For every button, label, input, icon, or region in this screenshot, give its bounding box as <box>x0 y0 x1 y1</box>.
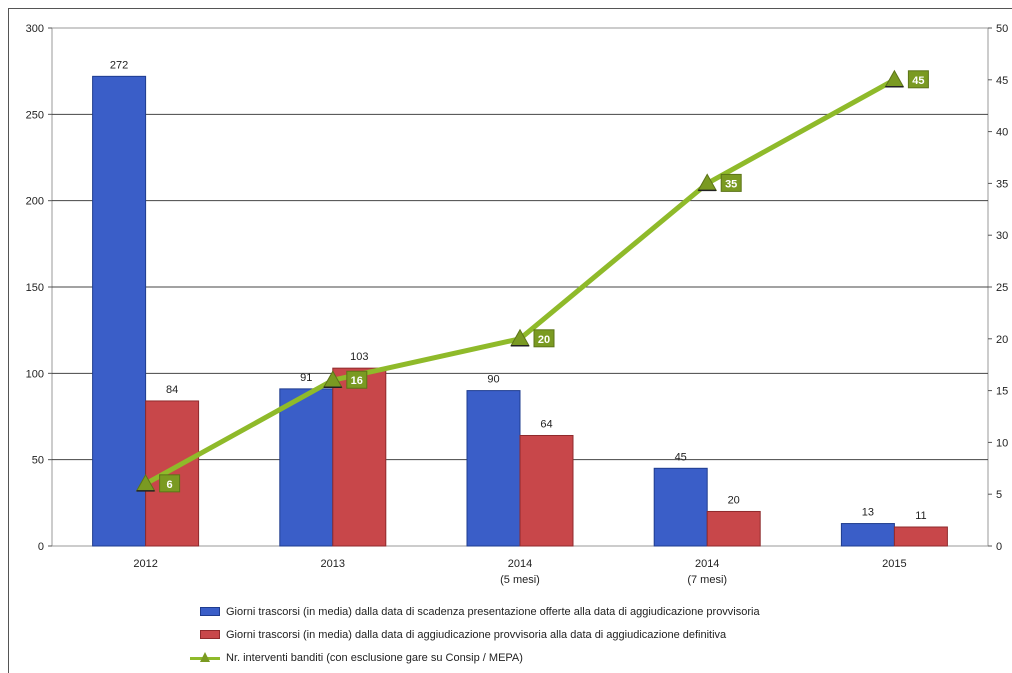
line-data-label: 45 <box>912 75 924 87</box>
line-marker <box>884 69 905 88</box>
y-right-tick-label: 50 <box>996 23 1008 35</box>
bar-data-label: 103 <box>350 351 368 363</box>
y-right-tick-label: 45 <box>996 75 1008 87</box>
legend-label-series-3: Nr. interventi banditi (con esclusione g… <box>226 651 523 664</box>
line-data-label-box <box>346 370 368 389</box>
bar-series-2 <box>519 434 574 547</box>
y-left-tick-label: 0 <box>38 541 44 553</box>
y-left-tick-label: 250 <box>26 109 44 121</box>
line-data-label: 20 <box>538 334 550 346</box>
bar-series-2 <box>706 510 761 547</box>
legend-item-series-1: Giorni trascorsi (in media) dalla data d… <box>200 600 760 623</box>
bar-data-label: 64 <box>540 418 552 430</box>
line-data-label: 6 <box>167 479 173 491</box>
y-left-tick-label: 200 <box>26 196 44 208</box>
y-right-tick-label: 0 <box>996 541 1002 553</box>
bar-series-1 <box>840 523 895 547</box>
bar-data-label: 45 <box>675 451 687 463</box>
legend-swatch-line <box>190 651 220 664</box>
bar-series-1 <box>653 467 708 547</box>
legend-swatch-blue <box>200 607 220 616</box>
x-tick-label: 2012 <box>133 558 157 570</box>
bar-data-label: 13 <box>862 507 874 519</box>
legend-swatch-red <box>200 630 220 639</box>
x-tick-label: 2014 <box>508 558 532 570</box>
x-tick-label: 2014 <box>695 558 719 570</box>
line-data-label-box <box>159 474 181 493</box>
bar-series-2 <box>893 526 948 547</box>
line-data-label-box <box>720 173 742 192</box>
bar-data-label: 84 <box>166 384 178 396</box>
x-tick-label-sub: (7 mesi) <box>687 574 727 586</box>
bar-data-label: 91 <box>300 372 312 384</box>
bar-series-1 <box>279 388 334 547</box>
y-right-tick-label: 10 <box>996 437 1008 449</box>
y-right-tick-label: 25 <box>996 282 1008 294</box>
y-right-tick-label: 30 <box>996 230 1008 242</box>
y-right-tick-label: 15 <box>996 386 1008 398</box>
legend-label-series-2: Giorni trascorsi (in media) dalla data d… <box>226 628 727 641</box>
y-right-tick-label: 40 <box>996 127 1008 139</box>
line-data-label: 16 <box>351 375 363 387</box>
legend: Giorni trascorsi (in media) dalla data d… <box>190 600 760 669</box>
x-tick-label: 2013 <box>321 558 345 570</box>
y-right-tick-label: 20 <box>996 334 1008 346</box>
y-right-tick-label: 35 <box>996 178 1008 190</box>
y-right-tick-label: 5 <box>996 489 1002 501</box>
bar-data-label: 272 <box>110 59 128 71</box>
y-left-tick-label: 50 <box>32 455 44 467</box>
y-left-tick-label: 100 <box>26 368 44 380</box>
line-data-label-box <box>907 70 929 89</box>
legend-item-series-3: Nr. interventi banditi (con esclusione g… <box>190 646 760 669</box>
bar-series-1 <box>92 75 147 547</box>
chart: 0 50 100 150 200 250 300 0 5 10 15 20 25 30 35 40 45 50 27… <box>26 23 1009 586</box>
line-data-label: 35 <box>725 178 737 190</box>
legend-label-series-1: Giorni trascorsi (in media) dalla data d… <box>226 605 760 618</box>
bar-data-label: 20 <box>728 494 740 506</box>
x-tick-label-sub: (5 mesi) <box>500 574 540 586</box>
y-left-tick-label: 150 <box>26 282 44 294</box>
bar-series-2 <box>145 400 200 547</box>
bar-data-label: 90 <box>487 374 499 386</box>
y-left-tick-label: 300 <box>26 23 44 35</box>
x-tick-label: 2015 <box>882 558 906 570</box>
legend-item-series-2: Giorni trascorsi (in media) dalla data d… <box>200 623 760 646</box>
bar-series-1 <box>466 390 521 547</box>
bar-data-label: 11 <box>915 510 926 522</box>
line-data-label-box <box>533 329 555 348</box>
bar-series-2 <box>332 367 387 547</box>
